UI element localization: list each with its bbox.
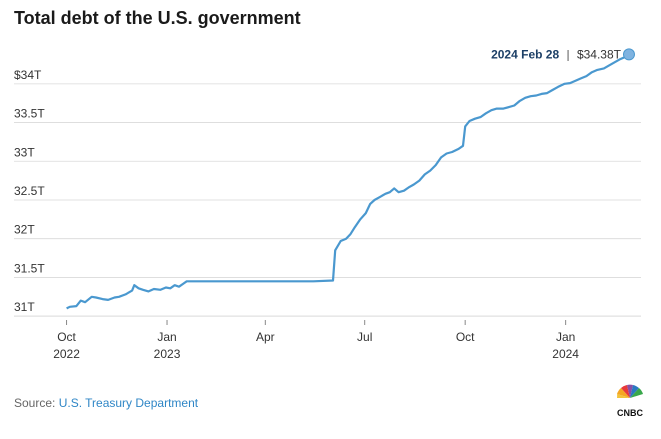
source-note: Source: U.S. Treasury Department: [14, 396, 198, 410]
annotation-date: 2024 Feb 28: [491, 47, 559, 61]
latest-point-marker[interactable]: [622, 48, 635, 61]
chart-title: Total debt of the U.S. government: [14, 8, 301, 28]
y-tick-label: 32.5T: [14, 184, 45, 198]
x-tick-label: Jul: [357, 330, 372, 344]
y-axis-ticks: 31T 31.5T 32T 32.5T 33T 33.5T $34T: [14, 68, 45, 314]
x-axis-ticks: Oct 2022 Jan 2023 Apr Jul Oct Jan 2024: [53, 320, 579, 361]
gridlines: [14, 83, 641, 317]
x-tick-year-label: 2023: [154, 347, 181, 361]
x-tick-label: Apr: [256, 330, 275, 344]
x-tick-label: Oct: [456, 330, 475, 344]
y-tick-label: 33.5T: [14, 107, 45, 121]
x-tick-year-label: 2024: [552, 347, 579, 361]
source-link[interactable]: U.S. Treasury Department: [58, 396, 199, 410]
x-tick-label: Oct: [57, 330, 76, 344]
debt-series-line: [66, 53, 630, 310]
annotation-separator: |: [566, 47, 569, 61]
x-tick-label: Jan: [157, 330, 176, 344]
x-tick-year-label: 2022: [53, 347, 80, 361]
y-tick-label: 31T: [14, 300, 35, 314]
y-tick-label: 31.5T: [14, 261, 45, 275]
x-tick-label: Jan: [556, 330, 575, 344]
cnbc-logo-icon: CNBC: [617, 384, 643, 418]
logo-wordmark: CNBC: [617, 408, 643, 418]
y-tick-label: $34T: [14, 68, 42, 82]
source-prefix: Source:: [14, 396, 56, 410]
y-tick-label: 32T: [14, 223, 35, 237]
annotation-value: $34.38T: [577, 47, 622, 61]
latest-value-annotation: 2024 Feb 28 | $34.38T: [491, 47, 622, 61]
y-tick-label: 33T: [14, 145, 35, 159]
